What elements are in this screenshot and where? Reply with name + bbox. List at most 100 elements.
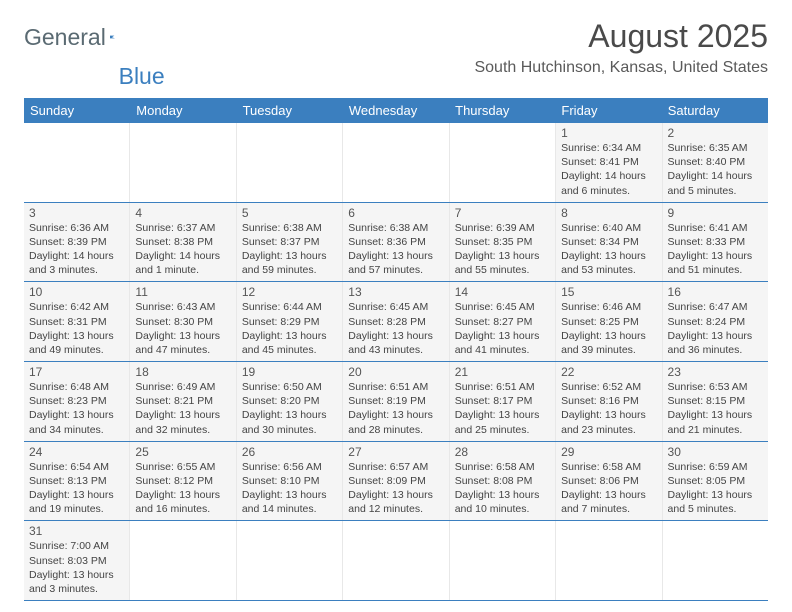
day-header-cell: Thursday xyxy=(449,98,555,123)
day-number: 19 xyxy=(242,365,337,379)
logo-flag-icon xyxy=(110,28,116,46)
day-cell: 9Sunrise: 6:41 AMSunset: 8:33 PMDaylight… xyxy=(663,203,768,282)
week-row: 1Sunrise: 6:34 AMSunset: 8:41 PMDaylight… xyxy=(24,123,768,203)
empty-cell xyxy=(450,521,556,600)
week-row: 31Sunrise: 7:00 AMSunset: 8:03 PMDayligh… xyxy=(24,521,768,601)
day-info: Sunrise: 6:56 AMSunset: 8:10 PMDaylight:… xyxy=(242,460,337,517)
day-cell: 31Sunrise: 7:00 AMSunset: 8:03 PMDayligh… xyxy=(24,521,130,600)
day-number: 5 xyxy=(242,206,337,220)
day-cell: 25Sunrise: 6:55 AMSunset: 8:12 PMDayligh… xyxy=(130,442,236,521)
day-info: Sunrise: 6:45 AMSunset: 8:28 PMDaylight:… xyxy=(348,300,443,357)
day-cell: 4Sunrise: 6:37 AMSunset: 8:38 PMDaylight… xyxy=(130,203,236,282)
day-number: 10 xyxy=(29,285,124,299)
day-info: Sunrise: 6:51 AMSunset: 8:19 PMDaylight:… xyxy=(348,380,443,437)
empty-cell xyxy=(343,123,449,202)
empty-cell xyxy=(24,123,130,202)
day-info: Sunrise: 6:50 AMSunset: 8:20 PMDaylight:… xyxy=(242,380,337,437)
day-number: 11 xyxy=(135,285,230,299)
day-header-cell: Wednesday xyxy=(343,98,449,123)
day-info: Sunrise: 6:35 AMSunset: 8:40 PMDaylight:… xyxy=(668,141,763,198)
calendar: SundayMondayTuesdayWednesdayThursdayFrid… xyxy=(24,98,768,601)
day-number: 27 xyxy=(348,445,443,459)
day-header-row: SundayMondayTuesdayWednesdayThursdayFrid… xyxy=(24,98,768,123)
day-number: 7 xyxy=(455,206,550,220)
day-info: Sunrise: 6:43 AMSunset: 8:30 PMDaylight:… xyxy=(135,300,230,357)
day-number: 6 xyxy=(348,206,443,220)
day-cell: 12Sunrise: 6:44 AMSunset: 8:29 PMDayligh… xyxy=(237,282,343,361)
day-cell: 21Sunrise: 6:51 AMSunset: 8:17 PMDayligh… xyxy=(450,362,556,441)
empty-cell xyxy=(450,123,556,202)
day-info: Sunrise: 6:36 AMSunset: 8:39 PMDaylight:… xyxy=(29,221,124,278)
day-number: 8 xyxy=(561,206,656,220)
day-info: Sunrise: 6:59 AMSunset: 8:05 PMDaylight:… xyxy=(668,460,763,517)
day-info: Sunrise: 6:37 AMSunset: 8:38 PMDaylight:… xyxy=(135,221,230,278)
title-block: August 2025 South Hutchinson, Kansas, Un… xyxy=(474,18,768,77)
day-cell: 2Sunrise: 6:35 AMSunset: 8:40 PMDaylight… xyxy=(663,123,768,202)
day-info: Sunrise: 6:44 AMSunset: 8:29 PMDaylight:… xyxy=(242,300,337,357)
day-cell: 18Sunrise: 6:49 AMSunset: 8:21 PMDayligh… xyxy=(130,362,236,441)
day-number: 31 xyxy=(29,524,124,538)
logo-text-1: General xyxy=(24,24,106,51)
empty-cell xyxy=(130,123,236,202)
empty-cell xyxy=(663,521,768,600)
day-info: Sunrise: 6:38 AMSunset: 8:37 PMDaylight:… xyxy=(242,221,337,278)
logo: General xyxy=(24,24,138,51)
day-header-cell: Tuesday xyxy=(237,98,343,123)
day-cell: 6Sunrise: 6:38 AMSunset: 8:36 PMDaylight… xyxy=(343,203,449,282)
day-cell: 13Sunrise: 6:45 AMSunset: 8:28 PMDayligh… xyxy=(343,282,449,361)
day-cell: 19Sunrise: 6:50 AMSunset: 8:20 PMDayligh… xyxy=(237,362,343,441)
day-cell: 14Sunrise: 6:45 AMSunset: 8:27 PMDayligh… xyxy=(450,282,556,361)
day-info: Sunrise: 6:49 AMSunset: 8:21 PMDaylight:… xyxy=(135,380,230,437)
day-cell: 8Sunrise: 6:40 AMSunset: 8:34 PMDaylight… xyxy=(556,203,662,282)
day-cell: 28Sunrise: 6:58 AMSunset: 8:08 PMDayligh… xyxy=(450,442,556,521)
day-cell: 22Sunrise: 6:52 AMSunset: 8:16 PMDayligh… xyxy=(556,362,662,441)
day-info: Sunrise: 6:51 AMSunset: 8:17 PMDaylight:… xyxy=(455,380,550,437)
day-info: Sunrise: 6:34 AMSunset: 8:41 PMDaylight:… xyxy=(561,141,656,198)
day-number: 17 xyxy=(29,365,124,379)
empty-cell xyxy=(237,123,343,202)
week-row: 24Sunrise: 6:54 AMSunset: 8:13 PMDayligh… xyxy=(24,442,768,522)
week-row: 17Sunrise: 6:48 AMSunset: 8:23 PMDayligh… xyxy=(24,362,768,442)
day-info: Sunrise: 6:46 AMSunset: 8:25 PMDaylight:… xyxy=(561,300,656,357)
day-number: 3 xyxy=(29,206,124,220)
day-cell: 30Sunrise: 6:59 AMSunset: 8:05 PMDayligh… xyxy=(663,442,768,521)
day-number: 13 xyxy=(348,285,443,299)
day-info: Sunrise: 6:42 AMSunset: 8:31 PMDaylight:… xyxy=(29,300,124,357)
day-number: 12 xyxy=(242,285,337,299)
day-number: 25 xyxy=(135,445,230,459)
day-cell: 27Sunrise: 6:57 AMSunset: 8:09 PMDayligh… xyxy=(343,442,449,521)
day-cell: 17Sunrise: 6:48 AMSunset: 8:23 PMDayligh… xyxy=(24,362,130,441)
day-info: Sunrise: 6:39 AMSunset: 8:35 PMDaylight:… xyxy=(455,221,550,278)
day-number: 29 xyxy=(561,445,656,459)
day-cell: 1Sunrise: 6:34 AMSunset: 8:41 PMDaylight… xyxy=(556,123,662,202)
day-number: 23 xyxy=(668,365,763,379)
day-cell: 16Sunrise: 6:47 AMSunset: 8:24 PMDayligh… xyxy=(663,282,768,361)
day-cell: 23Sunrise: 6:53 AMSunset: 8:15 PMDayligh… xyxy=(663,362,768,441)
day-info: Sunrise: 6:52 AMSunset: 8:16 PMDaylight:… xyxy=(561,380,656,437)
day-number: 1 xyxy=(561,126,656,140)
day-header-cell: Saturday xyxy=(662,98,768,123)
day-cell: 11Sunrise: 6:43 AMSunset: 8:30 PMDayligh… xyxy=(130,282,236,361)
week-row: 3Sunrise: 6:36 AMSunset: 8:39 PMDaylight… xyxy=(24,203,768,283)
day-number: 20 xyxy=(348,365,443,379)
day-info: Sunrise: 6:53 AMSunset: 8:15 PMDaylight:… xyxy=(668,380,763,437)
day-cell: 5Sunrise: 6:38 AMSunset: 8:37 PMDaylight… xyxy=(237,203,343,282)
day-info: Sunrise: 6:58 AMSunset: 8:06 PMDaylight:… xyxy=(561,460,656,517)
day-number: 15 xyxy=(561,285,656,299)
day-cell: 15Sunrise: 6:46 AMSunset: 8:25 PMDayligh… xyxy=(556,282,662,361)
location: South Hutchinson, Kansas, United States xyxy=(474,59,768,77)
day-header-cell: Friday xyxy=(555,98,661,123)
day-number: 16 xyxy=(668,285,763,299)
logo-text-2: Blue xyxy=(119,63,165,90)
day-number: 21 xyxy=(455,365,550,379)
day-number: 18 xyxy=(135,365,230,379)
empty-cell xyxy=(237,521,343,600)
empty-cell xyxy=(130,521,236,600)
week-row: 10Sunrise: 6:42 AMSunset: 8:31 PMDayligh… xyxy=(24,282,768,362)
day-cell: 10Sunrise: 6:42 AMSunset: 8:31 PMDayligh… xyxy=(24,282,130,361)
day-cell: 7Sunrise: 6:39 AMSunset: 8:35 PMDaylight… xyxy=(450,203,556,282)
day-info: Sunrise: 6:48 AMSunset: 8:23 PMDaylight:… xyxy=(29,380,124,437)
day-info: Sunrise: 6:41 AMSunset: 8:33 PMDaylight:… xyxy=(668,221,763,278)
day-number: 9 xyxy=(668,206,763,220)
empty-cell xyxy=(343,521,449,600)
